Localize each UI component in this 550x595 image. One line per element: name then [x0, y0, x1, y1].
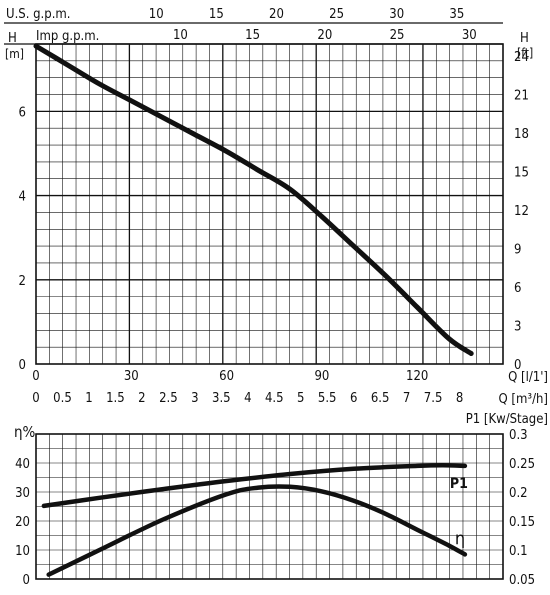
- flow-m3h-tick-label: 5.5: [318, 391, 337, 406]
- impgpm-tick-label: 25: [390, 28, 405, 43]
- efficiency-axis-label: η%: [14, 423, 36, 441]
- head-right-label: H: [520, 31, 529, 46]
- head-m-tick-label: 4: [19, 190, 26, 205]
- flow-m3h-tick-label: 1: [85, 391, 92, 406]
- flow-m3h-tick-label: 2.5: [159, 391, 178, 406]
- head-right-unit: [ft]: [517, 46, 533, 60]
- efficiency-tick-label: 10: [15, 544, 30, 559]
- flow-m3h-tick-label: 2: [138, 391, 145, 406]
- impgpm-axis-label: Imp g.p.m.: [36, 29, 99, 44]
- head-curve: [33, 43, 474, 356]
- power-axis-label: P1 [Kw/Stage]: [466, 412, 548, 427]
- head-left-unit: [m]: [5, 47, 24, 61]
- flow-m3h-tick-label: 7: [403, 391, 410, 406]
- power-tick-label: 0.3: [509, 428, 528, 443]
- usgpm-tick-label: 25: [329, 7, 344, 22]
- efficiency-tick-label: 40: [15, 457, 30, 472]
- usgpm-tick-label: 35: [449, 7, 464, 22]
- flow-m3h-tick-label: 3: [191, 391, 198, 406]
- flow-lpm-tick-label: 30: [124, 369, 139, 384]
- curves: P1 η: [33, 43, 474, 577]
- efficiency-chart-grid: [35, 433, 504, 580]
- head-ft-tick-label: 24: [514, 50, 529, 65]
- flow-m3h-tick-label: 6.5: [371, 391, 390, 406]
- usgpm-tick-label: 10: [149, 7, 164, 22]
- flow-m3h-tick-label: 0.5: [53, 391, 72, 406]
- flow-m3h-axis-label: Q [m³/h]: [499, 392, 548, 407]
- flow-m3h-tick-label: 5: [297, 391, 304, 406]
- head-m-tick-label: 2: [19, 274, 26, 289]
- head-ft-tick-label: 21: [514, 89, 529, 104]
- usgpm-tick-label: 30: [389, 7, 404, 22]
- power-tick-label: 0.05: [509, 573, 535, 588]
- flow-m3h-tick-label: 7.5: [424, 391, 443, 406]
- efficiency-series-label: η: [455, 528, 465, 549]
- power-tick-label: 0.15: [509, 515, 535, 530]
- efficiency-tick-label: 30: [15, 486, 30, 501]
- power-tick-label: 0.1: [509, 544, 528, 559]
- flow-m3h-tick-label: 0: [32, 391, 39, 406]
- power-tick-label: 0.25: [509, 457, 535, 472]
- usgpm-tick-label: 15: [209, 7, 224, 22]
- flow-lpm-tick-label: 0: [32, 369, 39, 384]
- impgpm-tick-label: 10: [173, 28, 188, 43]
- flow-lpm-axis-label: Q [l/1']: [508, 370, 548, 385]
- head-ft-tick-label: 3: [514, 320, 521, 335]
- head-ft-tick-label: 0: [514, 358, 521, 373]
- power-tick-label: 0.2: [509, 486, 528, 501]
- efficiency-curve: [46, 484, 468, 577]
- flow-m3h-tick-label: 8: [456, 391, 463, 406]
- impgpm-tick-label: 30: [462, 28, 477, 43]
- axis-labels: U.S. g.p.m. Imp g.p.m. H [m] H [ft] Q [l…: [5, 7, 548, 441]
- flow-m3h-tick-label: 4.5: [265, 391, 284, 406]
- head-left-label: H: [8, 31, 17, 46]
- flow-m3h-tick-label: 1.5: [106, 391, 125, 406]
- head-chart-frame: [35, 43, 504, 365]
- usgpm-axis-label: U.S. g.p.m.: [6, 7, 71, 22]
- flow-m3h-tick-label: 4: [244, 391, 251, 406]
- flow-lpm-tick-label: 90: [314, 369, 329, 384]
- head-m-tick-label: 6: [19, 105, 26, 120]
- power-p1-curve: [41, 463, 468, 509]
- head-ft-tick-label: 12: [514, 204, 529, 219]
- head-ft-tick-label: 6: [514, 281, 521, 296]
- efficiency-tick-label: 0: [23, 573, 30, 588]
- head-m-tick-label: 0: [19, 358, 26, 373]
- flow-lpm-tick-label: 60: [219, 369, 234, 384]
- head-ft-tick-label: 9: [514, 243, 521, 258]
- usgpm-tick-label: 20: [269, 7, 284, 22]
- impgpm-tick-label: 15: [245, 28, 260, 43]
- flow-m3h-tick-label: 6: [350, 391, 357, 406]
- flow-m3h-tick-label: 3.5: [212, 391, 231, 406]
- head-ft-tick-label: 18: [514, 127, 529, 142]
- head-chart-grid: [4, 22, 504, 365]
- impgpm-tick-label: 20: [317, 28, 332, 43]
- flow-lpm-tick-label: 120: [406, 369, 428, 384]
- efficiency-tick-label: 20: [15, 515, 30, 530]
- head-ft-tick-label: 15: [514, 166, 529, 181]
- power-series-label: P1: [450, 476, 468, 492]
